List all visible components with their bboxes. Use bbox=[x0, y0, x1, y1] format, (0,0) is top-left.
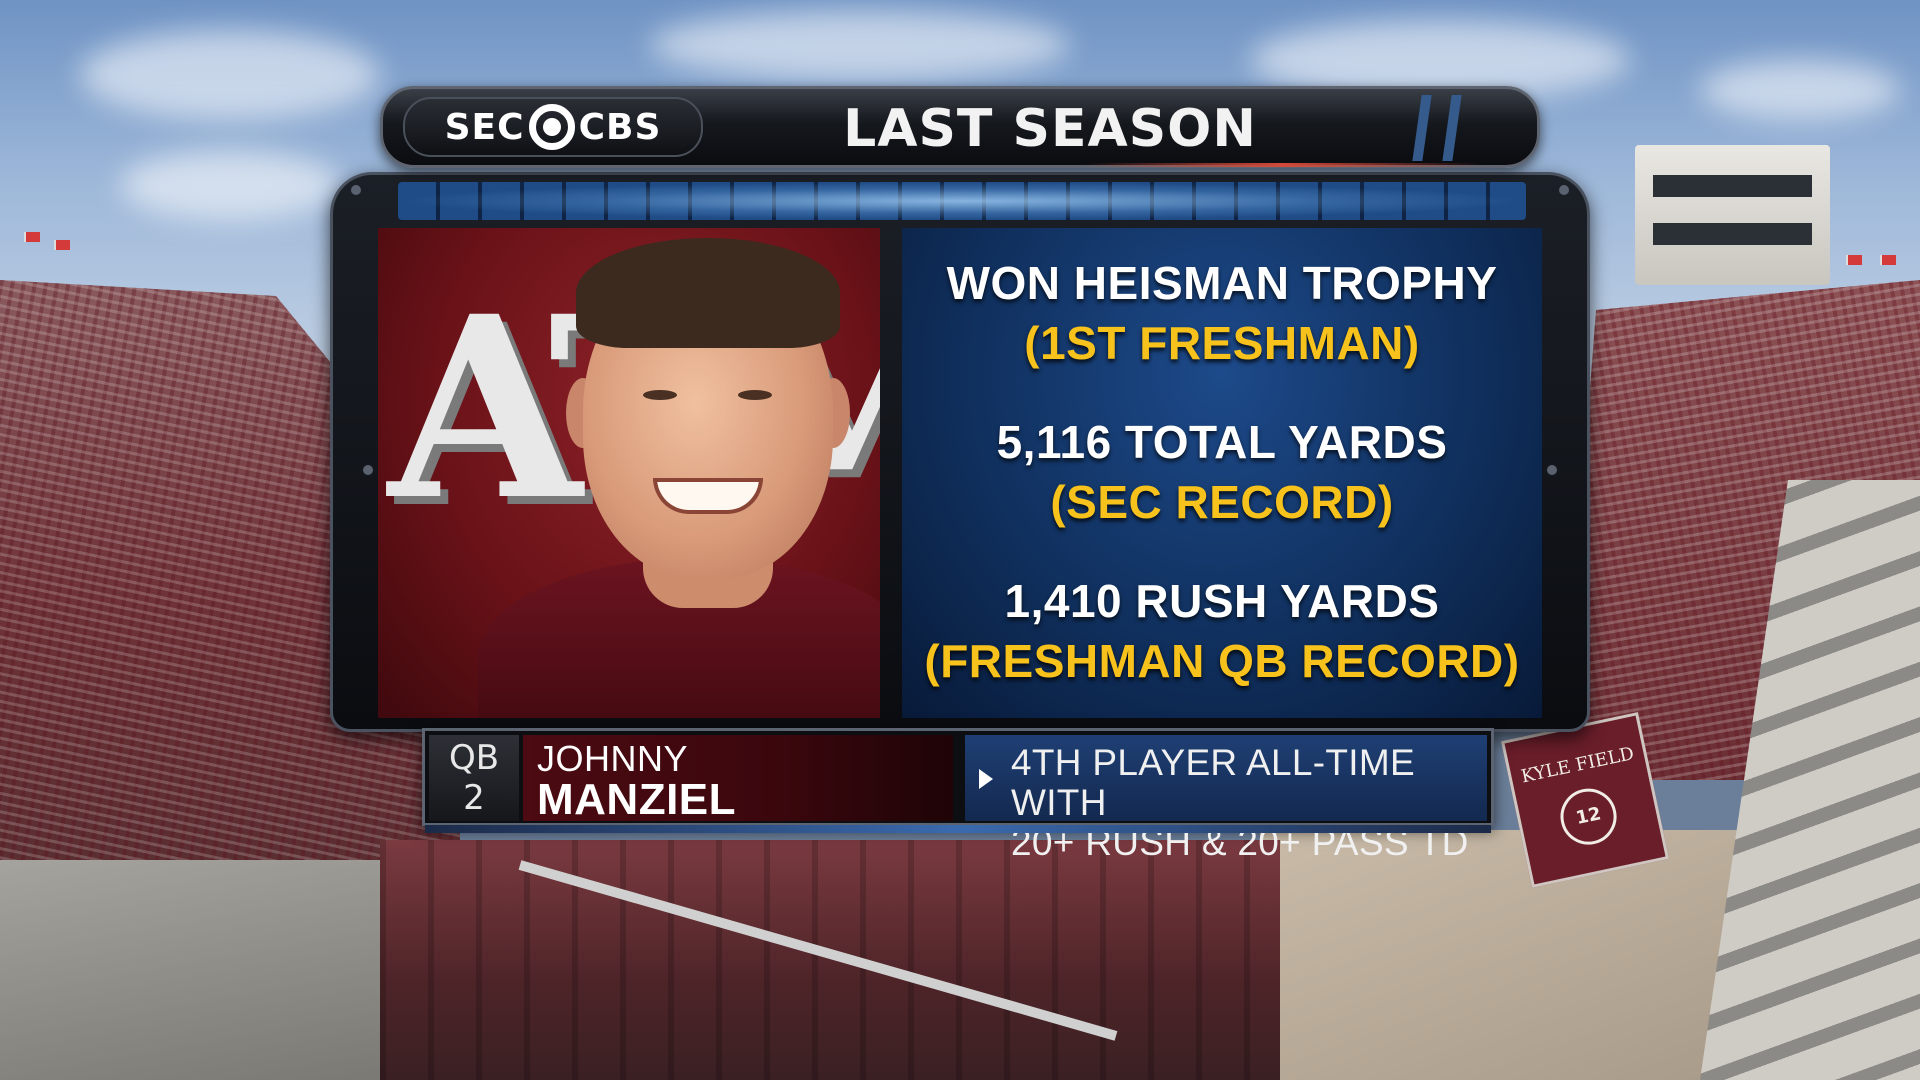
cloud bbox=[650, 10, 1070, 80]
player-note-box: 4TH PLAYER ALL-TIME WITH 20+ RUSH & 20+ … bbox=[965, 735, 1487, 863]
stat-main-text: 1,410 RUSH YARDS bbox=[1004, 574, 1440, 627]
position-number-box: QB 2 bbox=[429, 735, 519, 821]
light-strip bbox=[398, 182, 1526, 220]
graphic-title: LAST SEASON bbox=[843, 99, 1257, 159]
stat-heisman: WON HEISMAN TROPHY (1ST FRESHMAN) bbox=[902, 253, 1542, 373]
logo-cbs-text: CBS bbox=[578, 106, 662, 148]
player-photo: ATM bbox=[378, 228, 880, 718]
header-accent-stripe bbox=[1412, 95, 1432, 161]
banner-text: KYLE FIELD bbox=[1519, 743, 1636, 788]
cbs-eye-icon bbox=[528, 104, 575, 150]
banner-seal: 12 bbox=[1555, 783, 1622, 850]
header-bar: SEC CBS LAST SEASON bbox=[380, 86, 1540, 168]
flag bbox=[24, 232, 40, 242]
stat-sub-text: (1ST FRESHMAN) bbox=[1024, 317, 1420, 370]
network-logo: SEC CBS bbox=[403, 97, 703, 157]
player-nameplate: QB 2 JOHNNY MANZIEL 4TH PLAYER ALL-TIME … bbox=[422, 728, 1494, 863]
stat-sub-text: (SEC RECORD) bbox=[1050, 475, 1394, 528]
stat-total-yards: 5,116 TOTAL YARDS (SEC RECORD) bbox=[902, 412, 1542, 532]
stat-main-text: WON HEISMAN TROPHY bbox=[946, 257, 1498, 310]
press-box bbox=[1635, 145, 1830, 285]
frame-rivet bbox=[1559, 185, 1569, 195]
header-accent-stripe bbox=[1442, 95, 1462, 161]
flag bbox=[1880, 255, 1896, 265]
player-last-name: MANZIEL bbox=[537, 775, 737, 824]
cloud bbox=[1700, 60, 1900, 120]
header-underline bbox=[1083, 163, 1483, 167]
player-number: 2 bbox=[463, 778, 485, 818]
concrete-floor bbox=[0, 860, 420, 1080]
logo-sec-text: SEC bbox=[444, 106, 525, 148]
lower-stands bbox=[380, 840, 1280, 1080]
player-first-name: JOHNNY bbox=[537, 738, 689, 779]
flag bbox=[1846, 255, 1862, 265]
stat-sub-text: (FRESHMAN QB RECORD) bbox=[924, 634, 1520, 687]
frame-rivet bbox=[1547, 465, 1557, 475]
frame-rivet bbox=[363, 465, 373, 475]
note-line-1: 4TH PLAYER ALL-TIME WITH bbox=[1011, 742, 1415, 823]
concourse bbox=[1260, 830, 1780, 1080]
nameplate-base-strip bbox=[425, 825, 1491, 833]
player-position: QB bbox=[448, 738, 500, 778]
cloud bbox=[80, 30, 380, 120]
player-eye bbox=[643, 390, 677, 400]
play-arrow-icon bbox=[979, 769, 993, 789]
cloud bbox=[120, 150, 340, 220]
frame-rivet bbox=[351, 185, 361, 195]
stats-panel: WON HEISMAN TROPHY (1ST FRESHMAN) 5,116 … bbox=[902, 228, 1542, 718]
stat-main-text: 5,116 TOTAL YARDS bbox=[996, 415, 1448, 468]
player-hair bbox=[576, 238, 840, 348]
player-eye bbox=[738, 390, 772, 400]
player-name-box: JOHNNY MANZIEL bbox=[523, 735, 953, 824]
stat-rush-yards: 1,410 RUSH YARDS (FRESHMAN QB RECORD) bbox=[902, 571, 1542, 691]
flag bbox=[54, 240, 70, 250]
